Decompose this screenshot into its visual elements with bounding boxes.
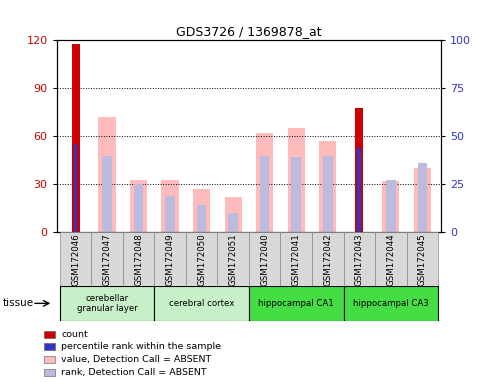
- Bar: [224, 197, 242, 232]
- Bar: [344, 232, 375, 286]
- Bar: [249, 232, 281, 286]
- Bar: [249, 286, 344, 321]
- Text: hippocampal CA3: hippocampal CA3: [353, 299, 429, 308]
- Bar: [44, 356, 55, 363]
- Bar: [103, 156, 112, 232]
- Text: GSM172041: GSM172041: [292, 233, 301, 286]
- Bar: [323, 156, 333, 232]
- Bar: [60, 286, 154, 321]
- Text: GSM172048: GSM172048: [134, 233, 143, 286]
- Bar: [134, 184, 143, 232]
- Text: GSM172051: GSM172051: [229, 233, 238, 286]
- Bar: [217, 232, 249, 286]
- Bar: [319, 141, 336, 232]
- Text: count: count: [61, 329, 88, 339]
- Bar: [357, 148, 361, 232]
- Bar: [154, 232, 186, 286]
- Bar: [71, 43, 79, 232]
- Bar: [74, 144, 77, 232]
- Title: GDS3726 / 1369878_at: GDS3726 / 1369878_at: [176, 25, 322, 38]
- Text: hippocampal CA1: hippocampal CA1: [258, 299, 334, 308]
- Bar: [130, 180, 147, 232]
- Bar: [260, 156, 270, 232]
- Text: GSM172043: GSM172043: [355, 233, 364, 286]
- Bar: [386, 180, 395, 232]
- Bar: [186, 232, 217, 286]
- Bar: [91, 232, 123, 286]
- Bar: [60, 232, 91, 286]
- Bar: [99, 117, 116, 232]
- Bar: [123, 232, 154, 286]
- Bar: [281, 232, 312, 286]
- Text: cerebral cortex: cerebral cortex: [169, 299, 234, 308]
- Text: GSM172044: GSM172044: [387, 233, 395, 286]
- Text: rank, Detection Call = ABSENT: rank, Detection Call = ABSENT: [61, 367, 207, 377]
- Text: percentile rank within the sample: percentile rank within the sample: [61, 342, 221, 351]
- Bar: [418, 163, 427, 232]
- Bar: [287, 128, 305, 232]
- Text: GSM172042: GSM172042: [323, 233, 332, 286]
- Bar: [228, 213, 238, 232]
- Bar: [407, 232, 438, 286]
- Text: GSM172047: GSM172047: [103, 233, 111, 286]
- Bar: [165, 196, 175, 232]
- Bar: [256, 133, 274, 232]
- Text: value, Detection Call = ABSENT: value, Detection Call = ABSENT: [61, 355, 211, 364]
- Bar: [162, 180, 179, 232]
- Text: cerebellar
granular layer: cerebellar granular layer: [77, 294, 138, 313]
- Bar: [44, 369, 55, 376]
- Bar: [344, 286, 438, 321]
- Text: GSM172050: GSM172050: [197, 233, 206, 286]
- Bar: [44, 343, 55, 350]
- Bar: [414, 168, 431, 232]
- Bar: [312, 232, 344, 286]
- Text: GSM172046: GSM172046: [71, 233, 80, 286]
- Bar: [291, 157, 301, 232]
- Bar: [375, 232, 407, 286]
- Text: tissue: tissue: [2, 298, 34, 308]
- Text: GSM172040: GSM172040: [260, 233, 269, 286]
- Text: GSM172049: GSM172049: [166, 233, 175, 286]
- Bar: [154, 286, 249, 321]
- Bar: [44, 331, 55, 338]
- Bar: [355, 108, 363, 232]
- Bar: [197, 205, 207, 232]
- Bar: [193, 189, 211, 232]
- Bar: [382, 181, 399, 232]
- Text: GSM172045: GSM172045: [418, 233, 427, 286]
